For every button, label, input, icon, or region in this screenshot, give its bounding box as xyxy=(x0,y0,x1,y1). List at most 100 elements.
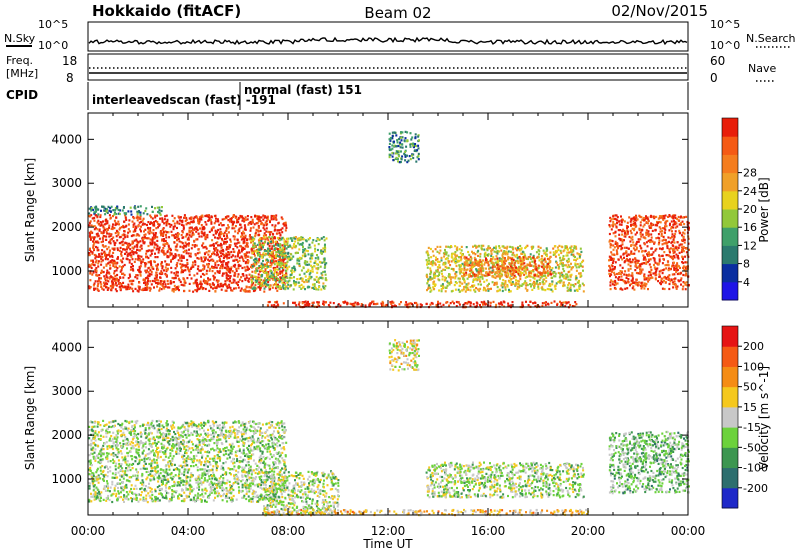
data-cell xyxy=(244,256,247,259)
data-cell xyxy=(582,290,585,293)
data-cell xyxy=(678,280,681,283)
data-cell xyxy=(619,256,622,259)
data-cell xyxy=(246,290,249,293)
data-cell xyxy=(161,206,163,209)
data-cell xyxy=(167,255,170,258)
data-cell xyxy=(238,241,241,244)
data-cell xyxy=(581,282,584,285)
data-cell xyxy=(241,266,244,270)
data-cell xyxy=(264,215,267,218)
data-cell xyxy=(509,281,512,284)
data-cell xyxy=(207,219,210,222)
data-cell xyxy=(132,279,135,282)
data-cell xyxy=(409,132,412,135)
data-cell xyxy=(232,248,235,251)
data-cell xyxy=(102,240,104,243)
data-cell xyxy=(150,262,152,265)
data-cell xyxy=(200,224,203,227)
data-cell xyxy=(206,281,209,284)
data-cell xyxy=(217,228,220,232)
data-cell xyxy=(322,247,325,250)
data-cell xyxy=(177,259,180,262)
data-cell xyxy=(227,224,229,227)
data-cell xyxy=(519,272,521,275)
data-cell xyxy=(182,284,185,287)
data-cell xyxy=(554,272,557,275)
data-cell xyxy=(272,233,275,236)
data-cell xyxy=(109,276,112,279)
data-cell xyxy=(105,256,108,259)
data-cell xyxy=(623,239,625,242)
data-cell xyxy=(160,280,163,283)
data-cell xyxy=(612,220,615,223)
data-cell xyxy=(301,241,304,245)
data-cell xyxy=(458,270,461,273)
data-cell xyxy=(151,236,154,239)
data-cell xyxy=(202,280,205,283)
data-cell xyxy=(529,264,532,267)
data-cell xyxy=(314,247,317,250)
data-cell xyxy=(176,238,178,242)
data-cell xyxy=(122,248,124,251)
data-cell xyxy=(543,258,546,261)
data-cell xyxy=(276,232,279,235)
data-cell xyxy=(263,263,266,266)
data-cell xyxy=(92,246,95,249)
data-cell xyxy=(126,234,129,237)
data-cell xyxy=(153,280,156,283)
data-cell xyxy=(171,234,174,237)
data-cell xyxy=(245,260,248,264)
data-cell xyxy=(639,221,642,224)
data-cell xyxy=(267,271,270,274)
data-cell xyxy=(247,279,250,282)
data-cell xyxy=(547,263,550,266)
data-cell xyxy=(415,144,417,148)
data-cell xyxy=(637,259,640,262)
data-cell xyxy=(107,271,110,274)
data-cell xyxy=(639,268,641,271)
data-cell xyxy=(573,289,576,292)
data-cell xyxy=(447,261,450,264)
data-cell xyxy=(541,261,544,264)
data-cell xyxy=(258,252,260,256)
data-cell xyxy=(195,283,198,286)
data-cell xyxy=(665,254,668,257)
data-cell xyxy=(195,278,198,281)
data-cell xyxy=(449,278,452,281)
data-cell xyxy=(189,252,192,255)
data-cell xyxy=(155,276,158,279)
data-cell xyxy=(281,227,284,230)
data-cell xyxy=(196,284,198,288)
data-cell xyxy=(469,275,472,278)
data-cell xyxy=(237,263,240,266)
data-cell xyxy=(154,216,157,219)
data-cell xyxy=(294,240,297,243)
data-cell xyxy=(504,251,507,254)
data-cell xyxy=(88,215,91,218)
data-cell xyxy=(127,283,130,286)
data-cell xyxy=(171,276,174,280)
data-cell xyxy=(270,237,272,240)
data-cell xyxy=(500,274,503,277)
data-cell xyxy=(466,284,469,287)
data-cell xyxy=(683,216,686,219)
data-cell xyxy=(237,216,240,220)
data-cell xyxy=(427,246,430,249)
data-cell xyxy=(611,253,614,256)
data-cell xyxy=(98,237,101,240)
data-cell xyxy=(110,287,113,290)
data-cell xyxy=(674,221,677,224)
data-cell xyxy=(461,289,464,292)
data-cell xyxy=(105,254,108,257)
data-cell xyxy=(273,229,276,232)
data-cell xyxy=(661,281,664,284)
data-cell xyxy=(254,259,257,262)
data-cell xyxy=(211,259,214,262)
data-cell xyxy=(112,209,115,212)
data-cell xyxy=(630,217,633,220)
data-cell xyxy=(444,290,447,293)
data-cell xyxy=(610,228,613,231)
data-cell xyxy=(223,217,226,221)
data-cell xyxy=(404,150,407,153)
data-cell xyxy=(658,226,661,229)
